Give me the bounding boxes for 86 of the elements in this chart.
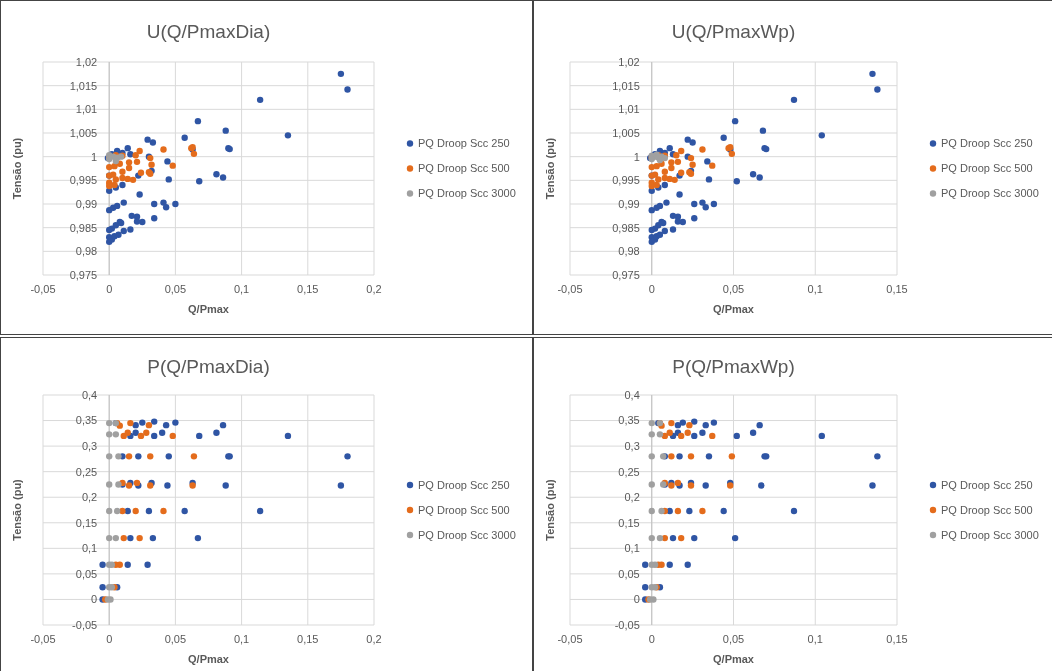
y-tick-label: 0,99 xyxy=(618,197,640,210)
x-axis-title: Q/Pmax xyxy=(713,303,755,315)
y-axis-title: Tensão (pu) xyxy=(11,137,23,200)
y-tick-label: 0,975 xyxy=(612,268,640,281)
legend-label: PQ Droop Scc 250 xyxy=(418,137,510,150)
y-tick-label: 1,01 xyxy=(618,103,640,116)
y-tick-label: 0,25 xyxy=(75,465,98,478)
chart-title: U(Q/PmaxWp) xyxy=(671,21,796,42)
legend-label: PQ Droop Scc 3000 xyxy=(941,187,1039,200)
x-tick-label: 0,05 xyxy=(164,282,187,295)
x-axis-title: Q/Pmax xyxy=(713,653,755,665)
x-tick-label: -0,05 xyxy=(557,632,583,645)
y-tick-label: 0,4 xyxy=(81,388,98,401)
y-tick-label: 0,98 xyxy=(75,245,98,258)
y-tick-label: -0,05 xyxy=(72,618,98,631)
legend-label: PQ Droop Scc 250 xyxy=(418,478,510,491)
y-tick-label: 0,4 xyxy=(624,388,640,401)
y-tick-label: 1,01 xyxy=(75,103,98,116)
x-tick-label: 0,2 xyxy=(366,632,382,645)
x-tick-label: 0,2 xyxy=(366,282,382,295)
x-tick-label: 0 xyxy=(648,632,655,645)
y-tick-label: 1,02 xyxy=(75,55,98,68)
y-axis-title: Tensão (pu) xyxy=(11,478,23,541)
x-tick-label: 0,1 xyxy=(807,282,823,295)
y-tick-label: 0,35 xyxy=(75,414,98,427)
x-axis-title: Q/Pmax xyxy=(188,653,230,665)
y-tick-label: 0,99 xyxy=(75,197,98,210)
y-tick-label: 0,995 xyxy=(69,174,98,187)
legend-label: PQ Droop Scc 500 xyxy=(941,162,1033,175)
y-tick-label: 1,005 xyxy=(612,126,640,139)
y-tick-label: 1,005 xyxy=(69,126,98,139)
y-tick-label: 0 xyxy=(633,593,640,606)
x-tick-label: 0,1 xyxy=(233,632,250,645)
x-tick-label: 0,05 xyxy=(164,632,187,645)
y-tick-label: 1 xyxy=(91,150,98,163)
legend-label: PQ Droop Scc 250 xyxy=(941,137,1033,150)
x-tick-label: 0,1 xyxy=(233,282,250,295)
x-tick-label: -0,05 xyxy=(557,282,583,295)
legend-label: PQ Droop Scc 3000 xyxy=(418,187,516,200)
y-tick-label: 0,3 xyxy=(81,439,98,452)
y-tick-label: 0,975 xyxy=(69,268,98,281)
y-tick-label: 1 xyxy=(633,150,640,163)
x-tick-label: -0,05 xyxy=(30,632,56,645)
legend-label: PQ Droop Scc 500 xyxy=(418,503,510,516)
y-axis-title: Tensão (pu) xyxy=(544,137,556,200)
chart-title: P(Q/PmaxDia) xyxy=(147,356,270,377)
legend-label: PQ Droop Scc 500 xyxy=(418,162,510,175)
y-tick-label: 0,05 xyxy=(75,567,98,580)
y-tick-label: 0,35 xyxy=(618,414,640,427)
y-tick-label: 0,1 xyxy=(81,542,98,555)
y-tick-label: 1,015 xyxy=(69,79,98,92)
x-tick-label: 0,05 xyxy=(722,632,745,645)
y-tick-label: -0,05 xyxy=(614,618,640,631)
x-tick-label: 0 xyxy=(106,282,113,295)
y-tick-label: 0 xyxy=(91,593,98,606)
y-tick-label: 1,015 xyxy=(612,79,640,92)
y-tick-label: 0,15 xyxy=(75,516,98,529)
x-tick-label: 0,15 xyxy=(297,282,319,295)
y-tick-label: 0,1 xyxy=(624,542,640,555)
legend-label: PQ Droop Scc 3000 xyxy=(941,528,1039,541)
y-tick-label: 0,2 xyxy=(624,491,640,504)
x-tick-label: 0,1 xyxy=(807,632,823,645)
x-tick-label: 0,15 xyxy=(886,282,908,295)
legend-label: PQ Droop Scc 500 xyxy=(941,503,1033,516)
y-tick-label: 0,3 xyxy=(624,439,640,452)
y-tick-label: 0,15 xyxy=(618,516,640,529)
x-tick-label: -0,05 xyxy=(30,282,56,295)
x-tick-label: 0 xyxy=(648,282,655,295)
y-tick-label: 0,2 xyxy=(81,491,98,504)
y-tick-label: 0,98 xyxy=(618,245,640,258)
y-tick-label: 0,995 xyxy=(612,174,640,187)
legend-label: PQ Droop Scc 250 xyxy=(941,478,1033,491)
y-tick-label: 0,985 xyxy=(69,221,98,234)
y-axis-title: Tensão (pu) xyxy=(544,478,556,541)
y-tick-label: 0,985 xyxy=(612,221,640,234)
x-tick-label: 0,15 xyxy=(886,632,908,645)
x-axis-title: Q/Pmax xyxy=(188,303,230,315)
x-tick-label: 0,05 xyxy=(722,282,745,295)
x-tick-label: 0,15 xyxy=(297,632,319,645)
y-tick-label: 0,05 xyxy=(618,567,640,580)
y-tick-label: 0,25 xyxy=(618,465,640,478)
x-tick-label: 0 xyxy=(106,632,113,645)
chart-title: U(Q/PmaxDia) xyxy=(146,21,271,42)
y-tick-label: 1,02 xyxy=(618,55,640,68)
chart-title: P(Q/PmaxWp) xyxy=(672,356,795,377)
legend-label: PQ Droop Scc 3000 xyxy=(418,528,516,541)
